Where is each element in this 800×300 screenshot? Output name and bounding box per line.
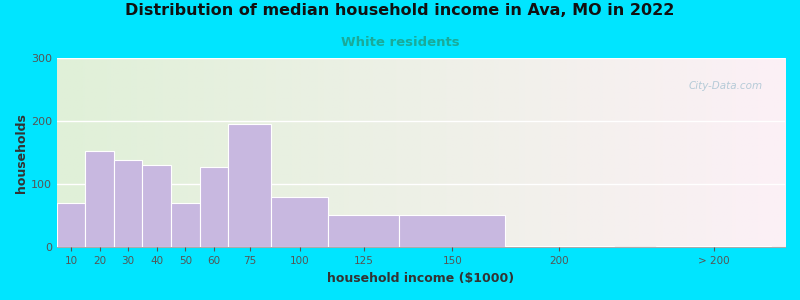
Bar — [505, 245, 614, 247]
Bar — [399, 214, 505, 248]
Bar — [271, 197, 328, 248]
Bar — [86, 152, 114, 248]
Bar — [328, 214, 399, 248]
Bar — [114, 160, 142, 248]
Text: City-Data.com: City-Data.com — [689, 81, 763, 91]
Bar — [657, 245, 770, 247]
Text: Distribution of median household income in Ava, MO in 2022: Distribution of median household income … — [126, 3, 674, 18]
Bar — [171, 203, 199, 248]
Bar — [57, 203, 86, 248]
Text: White residents: White residents — [341, 36, 459, 49]
Bar — [199, 167, 228, 248]
Y-axis label: households: households — [15, 113, 28, 193]
Bar — [228, 124, 271, 248]
X-axis label: household income ($1000): household income ($1000) — [327, 272, 514, 285]
Bar — [142, 165, 171, 248]
